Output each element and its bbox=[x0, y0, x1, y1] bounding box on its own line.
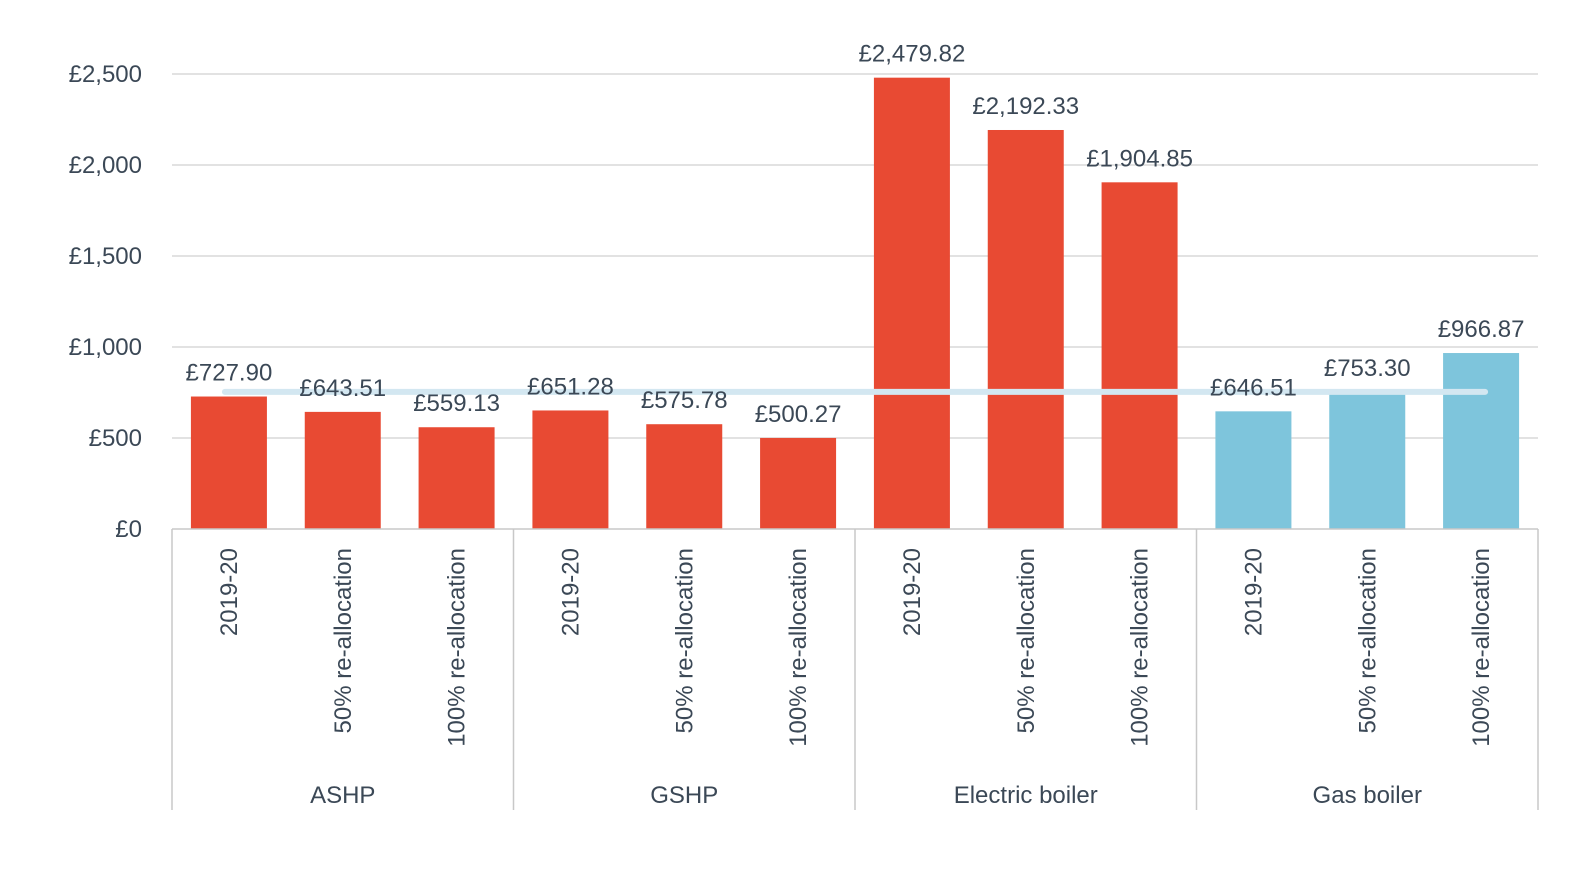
bar bbox=[532, 410, 609, 529]
gridlines bbox=[172, 73, 1538, 439]
bar bbox=[190, 396, 267, 529]
y-tick-label: £1,000 bbox=[69, 334, 142, 361]
bars bbox=[190, 77, 1520, 529]
y-tick-label: £0 bbox=[115, 516, 142, 543]
category-label: 100% re-allocation bbox=[785, 548, 812, 747]
category-label: 2019-20 bbox=[1240, 548, 1267, 636]
bar bbox=[1101, 182, 1178, 529]
data-label: £2,192.33 bbox=[972, 93, 1079, 120]
category-label: 2019-20 bbox=[557, 548, 584, 636]
data-label: £753.30 bbox=[1324, 355, 1411, 382]
bar bbox=[1329, 391, 1406, 529]
y-tick-label: £500 bbox=[89, 425, 142, 452]
group-label: Electric boiler bbox=[954, 782, 1098, 809]
group-label: Gas boiler bbox=[1313, 782, 1422, 809]
data-label: £2,479.82 bbox=[859, 41, 966, 68]
category-label: 100% re-allocation bbox=[1468, 548, 1495, 747]
bar bbox=[760, 437, 837, 529]
bar bbox=[1443, 353, 1520, 529]
data-label: £646.51 bbox=[1210, 374, 1297, 401]
category-label: 100% re-allocation bbox=[1127, 548, 1154, 747]
group-label: GSHP bbox=[650, 782, 718, 809]
category-label: 2019-20 bbox=[899, 548, 926, 636]
x-axis: 2019-20 50% re-allocation 100% re-allocati… bbox=[171, 528, 1539, 810]
data-label: £575.78 bbox=[641, 387, 728, 414]
y-axis-ticks: £0 £500 £1,000 £1,500 £2,000 £2,500 bbox=[69, 61, 142, 543]
data-label: £727.90 bbox=[186, 360, 273, 387]
category-label: 50% re-allocation bbox=[1013, 548, 1040, 733]
category-label: 50% re-allocation bbox=[671, 548, 698, 733]
category-label: 50% re-allocation bbox=[330, 548, 357, 733]
category-label: 2019-20 bbox=[216, 548, 243, 636]
data-labels: £727.90 £643.51 £559.13 £651.28 £575.78 £500.… bbox=[186, 41, 1525, 428]
data-label: £643.51 bbox=[299, 375, 386, 402]
bar bbox=[646, 424, 723, 529]
category-label: 50% re-allocation bbox=[1354, 548, 1381, 733]
y-tick-label: £2,500 bbox=[69, 61, 142, 88]
group-label: ASHP bbox=[310, 782, 375, 809]
y-tick-label: £1,500 bbox=[69, 243, 142, 270]
bar bbox=[418, 427, 495, 529]
bar bbox=[873, 77, 950, 529]
bar bbox=[1215, 411, 1292, 529]
data-label: £966.87 bbox=[1438, 316, 1525, 343]
y-tick-label: £2,000 bbox=[69, 152, 142, 179]
data-label: £559.13 bbox=[413, 390, 500, 417]
category-label: 100% re-allocation bbox=[444, 548, 471, 747]
bar bbox=[987, 129, 1064, 529]
data-label: £500.27 bbox=[755, 401, 842, 428]
data-label: £651.28 bbox=[527, 373, 614, 400]
bar bbox=[304, 411, 381, 529]
data-label: £1,904.85 bbox=[1086, 145, 1193, 172]
